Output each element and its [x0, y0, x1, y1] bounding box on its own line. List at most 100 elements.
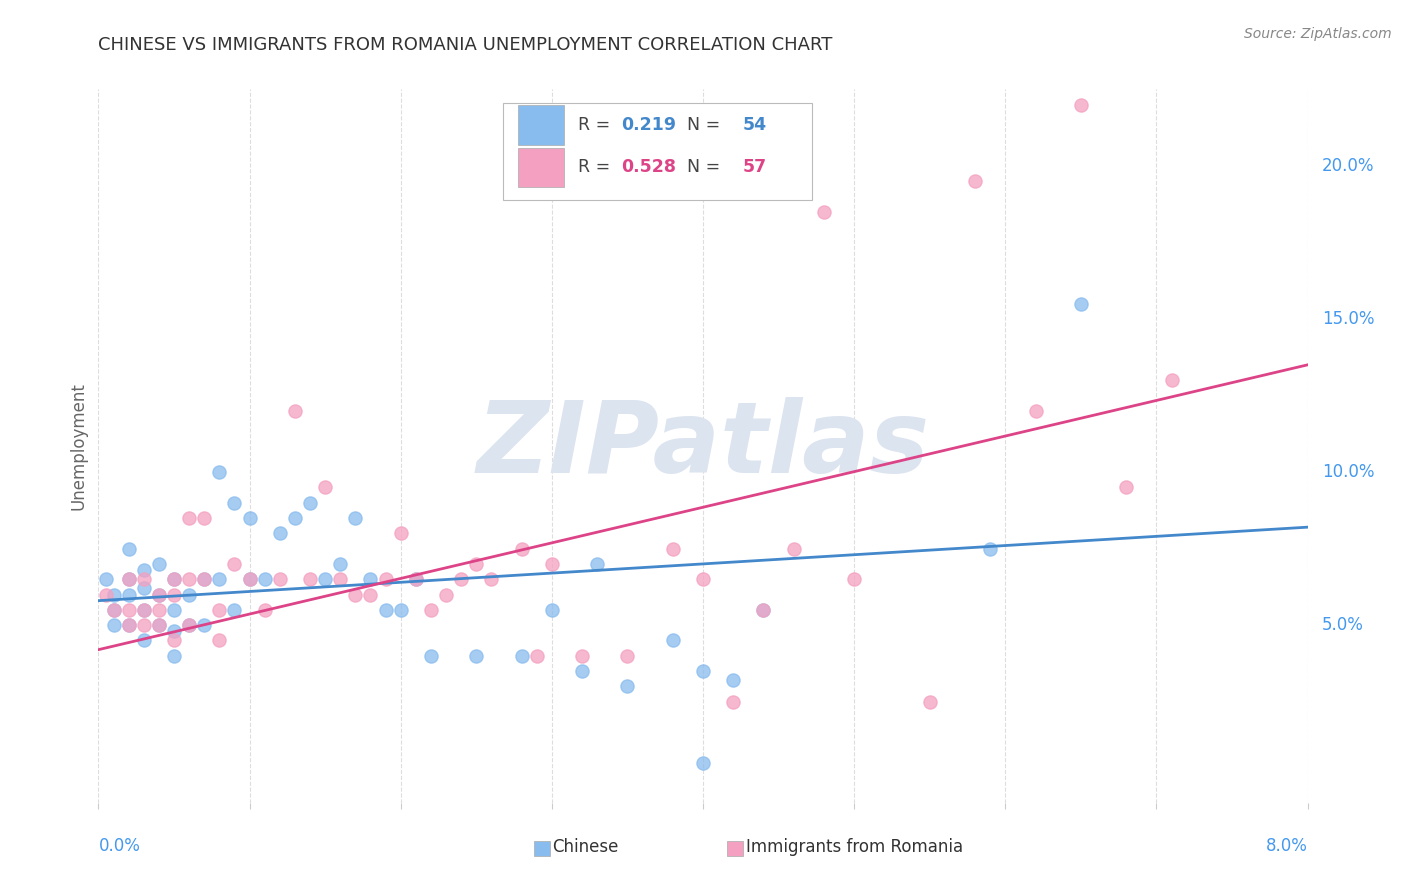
Point [239, 572, 262, 586]
Point [540, 557, 562, 571]
Point [132, 563, 155, 577]
Point [94, 588, 117, 602]
Point [148, 618, 170, 632]
Point [571, 648, 593, 663]
Point [419, 648, 441, 663]
Point [118, 572, 141, 586]
Y-axis label: Unemployment: Unemployment [69, 382, 87, 510]
Point [1024, 404, 1046, 418]
Point [193, 572, 215, 586]
Point [179, 572, 201, 586]
Point [118, 572, 141, 586]
Point [526, 648, 548, 663]
Text: N =: N = [676, 116, 725, 134]
Point [148, 603, 170, 617]
Text: 0.528: 0.528 [621, 158, 676, 176]
Point [813, 204, 835, 219]
Point [844, 572, 866, 586]
Text: 0.219: 0.219 [621, 116, 676, 134]
Point [132, 603, 155, 617]
Point [208, 465, 231, 479]
Point [103, 603, 125, 617]
FancyBboxPatch shape [503, 103, 811, 200]
Point [118, 541, 141, 556]
Point [103, 588, 125, 602]
Point [132, 572, 155, 586]
Point [723, 673, 745, 688]
Point [965, 174, 987, 188]
Point [782, 541, 804, 556]
Point [224, 603, 246, 617]
Point [723, 695, 745, 709]
Text: R =: R = [578, 158, 616, 176]
Point [450, 572, 472, 586]
Point [163, 572, 186, 586]
Point [329, 572, 352, 586]
Point [1070, 296, 1092, 310]
Point [616, 680, 638, 694]
Point [94, 572, 117, 586]
FancyBboxPatch shape [517, 105, 564, 145]
Point [148, 618, 170, 632]
Point [465, 557, 488, 571]
Point [118, 618, 141, 632]
Point [389, 526, 412, 541]
Point [359, 572, 381, 586]
Point [344, 588, 367, 602]
Point [1115, 480, 1137, 494]
Text: 5.0%: 5.0% [1322, 616, 1364, 634]
Point [374, 572, 396, 586]
Point [224, 557, 246, 571]
Point [239, 572, 262, 586]
Point [163, 633, 186, 648]
Point [132, 603, 155, 617]
Point [299, 572, 322, 586]
Point [103, 618, 125, 632]
Point [208, 603, 231, 617]
Text: 54: 54 [742, 116, 768, 134]
Point [163, 648, 186, 663]
Text: Chinese: Chinese [553, 838, 619, 856]
Point [163, 588, 186, 602]
Point [314, 480, 336, 494]
Text: Immigrants from Romania: Immigrants from Romania [745, 838, 963, 856]
Point [359, 588, 381, 602]
Point [163, 603, 186, 617]
Point [253, 572, 276, 586]
Point [692, 664, 714, 678]
FancyBboxPatch shape [534, 840, 550, 856]
Point [163, 572, 186, 586]
Point [193, 511, 215, 525]
Point [269, 526, 291, 541]
FancyBboxPatch shape [517, 148, 564, 187]
Point [692, 572, 714, 586]
Point [752, 603, 775, 617]
Point [405, 572, 427, 586]
Point [979, 541, 1001, 556]
Point [479, 572, 503, 586]
Text: 15.0%: 15.0% [1322, 310, 1375, 328]
Point [374, 603, 396, 617]
Point [224, 496, 246, 510]
Point [193, 618, 215, 632]
Text: 57: 57 [742, 158, 768, 176]
FancyBboxPatch shape [727, 840, 744, 856]
Point [571, 664, 593, 678]
Point [389, 603, 412, 617]
Point [299, 496, 322, 510]
Point [148, 557, 170, 571]
Point [179, 618, 201, 632]
Point [616, 648, 638, 663]
Point [179, 618, 201, 632]
Text: R =: R = [578, 116, 616, 134]
Point [540, 603, 562, 617]
Point [405, 572, 427, 586]
Point [284, 511, 307, 525]
Point [692, 756, 714, 770]
Point [329, 557, 352, 571]
Point [163, 624, 186, 639]
Text: 20.0%: 20.0% [1322, 157, 1375, 175]
Point [193, 572, 215, 586]
Point [661, 633, 683, 648]
Point [103, 603, 125, 617]
